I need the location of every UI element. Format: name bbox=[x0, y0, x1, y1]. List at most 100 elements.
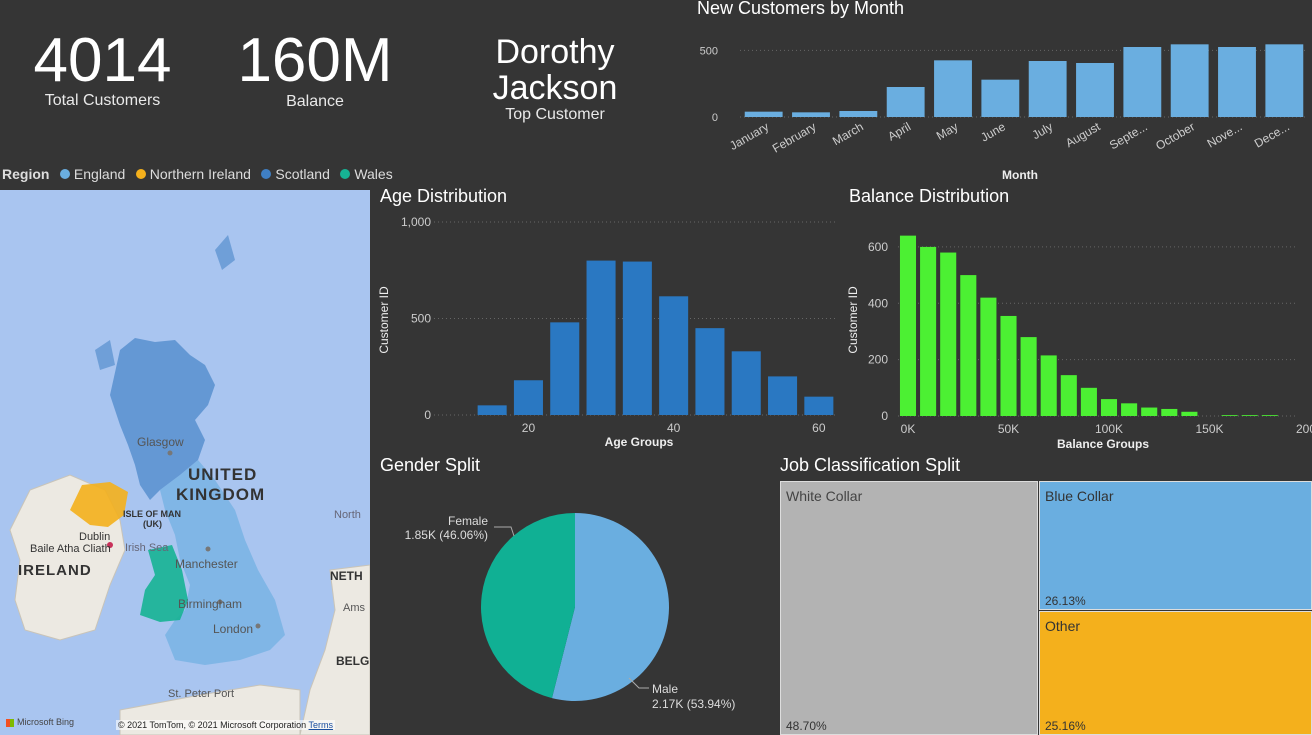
map-label-north: North bbox=[334, 509, 361, 521]
legend-item-scotland[interactable]: Scotland bbox=[261, 166, 330, 182]
bar-balance-100k bbox=[1100, 399, 1118, 416]
treemap-label-white-collar: White Collar bbox=[786, 488, 863, 504]
bar-balance-30k bbox=[960, 275, 977, 416]
pie-label-male-name: Male bbox=[652, 682, 678, 696]
legend-label-wales: Wales bbox=[354, 166, 393, 182]
map-canvas[interactable]: Glasgow UNITED KINGDOM ISLE OF MAN (UK) … bbox=[0, 190, 370, 735]
map-label-baile: Baile Atha Cliath bbox=[30, 543, 111, 555]
bar-july bbox=[1028, 61, 1067, 117]
y-axis-label: Customer ID bbox=[377, 286, 391, 354]
y-tick-label: 1,000 bbox=[401, 215, 431, 229]
age-distribution-title: Age Distribution bbox=[380, 186, 508, 206]
bar-january bbox=[744, 111, 783, 117]
bing-logo-icon bbox=[6, 718, 14, 727]
x-tick-label: Septe... bbox=[1107, 119, 1150, 152]
bar-august bbox=[1076, 63, 1114, 117]
bar-balance-60k bbox=[1020, 337, 1037, 416]
top-customer-name-line1: Dorothy bbox=[495, 33, 615, 71]
birmingham-marker bbox=[217, 599, 223, 605]
x-tick-label: 50K bbox=[998, 422, 1019, 436]
bar-age-40 bbox=[659, 296, 689, 415]
x-axis-label: Balance Groups bbox=[1057, 437, 1149, 451]
region-legend: Region England Northern Ireland Scotland… bbox=[2, 166, 399, 184]
map-attribution: © 2021 TomTom, © 2021 Microsoft Corporat… bbox=[116, 720, 336, 730]
x-tick-label: 40 bbox=[667, 421, 681, 435]
bar-age-15 bbox=[477, 405, 507, 415]
pie-slice-female bbox=[481, 513, 575, 699]
bar-age-25 bbox=[550, 322, 580, 415]
scotland-region bbox=[110, 338, 215, 500]
x-axis-label: Month bbox=[1002, 168, 1038, 182]
scotland-islands bbox=[95, 235, 235, 370]
top-customer-name-line2: Jackson bbox=[492, 69, 618, 107]
bing-logo: Microsoft Bing bbox=[6, 717, 74, 727]
legend-item-northern-ireland[interactable]: Northern Ireland bbox=[135, 166, 251, 182]
legend-item-england[interactable]: England bbox=[59, 166, 125, 182]
map-label-birmingham: Birmingham bbox=[178, 597, 242, 611]
legend-dot-northern-ireland bbox=[135, 169, 146, 179]
map-copyright: © 2021 TomTom, © 2021 Microsoft Corporat… bbox=[118, 720, 307, 730]
kpi-top-customer: Dorothy Jackson Top Customer bbox=[450, 34, 660, 124]
map-label-belg: BELG bbox=[336, 654, 369, 668]
legend-dot-wales bbox=[340, 169, 351, 179]
y-tick-label: 0 bbox=[712, 112, 718, 124]
treemap-tile-white-collar[interactable]: White Collar 48.70% bbox=[780, 481, 1038, 735]
balance-distribution-chart: 0 200 400 600 0K 50K 100K 150K 200K Balance Group… bbox=[846, 235, 1312, 451]
map-label-united: UNITED bbox=[188, 465, 257, 484]
map-terms-link[interactable]: Terms bbox=[308, 720, 334, 730]
bar-balance-10k bbox=[920, 246, 937, 416]
x-tick-label: April bbox=[885, 119, 913, 143]
treemap-value-blue-collar: 26.13% bbox=[1045, 594, 1086, 608]
legend-dot-scotland bbox=[261, 169, 272, 179]
wales-region bbox=[140, 545, 188, 622]
bar-balance-180k bbox=[1261, 415, 1278, 416]
x-tick-label: August bbox=[1063, 119, 1103, 150]
northern-ireland-region bbox=[70, 482, 128, 527]
pie-label-male-value: 2.17K (53.94%) bbox=[652, 697, 735, 711]
map-label-st-peter-port: St. Peter Port bbox=[168, 688, 234, 700]
kpi-balance-label: Balance bbox=[286, 93, 344, 110]
bar-nove bbox=[1218, 47, 1256, 117]
pie-leader-female bbox=[494, 526, 515, 537]
dublin-marker bbox=[107, 542, 113, 548]
age-distribution-chart: 0 500 1,000 20 40 60 Age Groups Customer ID bbox=[377, 215, 837, 449]
bar-february bbox=[792, 112, 830, 117]
kpi-balance: 160M Balance bbox=[225, 30, 405, 111]
treemap-label-blue-collar: Blue Collar bbox=[1045, 488, 1114, 504]
x-tick-label: Dece... bbox=[1252, 119, 1292, 150]
new-customers-title: New Customers by Month bbox=[697, 0, 905, 18]
legend-item-wales[interactable]: Wales bbox=[340, 166, 393, 182]
treemap-value-white-collar: 48.70% bbox=[786, 719, 827, 733]
y-tick-label: 600 bbox=[868, 240, 888, 254]
x-tick-label: 100K bbox=[1095, 422, 1123, 436]
bar-dece bbox=[1265, 44, 1304, 117]
region-map[interactable]: Glasgow UNITED KINGDOM ISLE OF MAN (UK) … bbox=[0, 190, 370, 735]
x-tick-label: February bbox=[770, 119, 819, 155]
map-label-kingdom: KINGDOM bbox=[176, 485, 265, 504]
map-label-dublin: Dublin bbox=[79, 531, 110, 543]
map-label-london: London bbox=[213, 622, 253, 636]
map-label-glasgow: Glasgow bbox=[137, 435, 184, 449]
x-tick-label: July bbox=[1030, 119, 1055, 142]
bar-age-30 bbox=[586, 260, 616, 415]
treemap-tile-other[interactable]: Other 25.16% bbox=[1039, 611, 1312, 735]
bar-april bbox=[886, 87, 925, 117]
map-label-neth: NETH bbox=[330, 569, 363, 583]
balance-distribution-title: Balance Distribution bbox=[849, 186, 1010, 206]
job-classification-treemap: White Collar 48.70% Blue Collar 26.13% O… bbox=[780, 481, 1312, 735]
glasgow-marker bbox=[167, 450, 173, 456]
bar-june bbox=[981, 79, 1020, 117]
bar-age-45 bbox=[695, 328, 725, 415]
x-tick-label: 20 bbox=[522, 421, 536, 435]
bar-october bbox=[1170, 44, 1209, 117]
treemap-tile-blue-collar[interactable]: Blue Collar 26.13% bbox=[1039, 481, 1312, 610]
bar-balance-40k bbox=[980, 297, 997, 416]
x-tick-label: January bbox=[727, 119, 771, 152]
x-tick-label: 0K bbox=[901, 422, 916, 436]
manchester-marker bbox=[205, 546, 211, 552]
kpi-total-customers-label: Total Customers bbox=[44, 92, 161, 109]
bar-balance-130k bbox=[1161, 408, 1178, 416]
bar-septe bbox=[1123, 47, 1162, 117]
pie-leader-male bbox=[628, 677, 649, 689]
bar-balance-20k bbox=[940, 252, 957, 416]
